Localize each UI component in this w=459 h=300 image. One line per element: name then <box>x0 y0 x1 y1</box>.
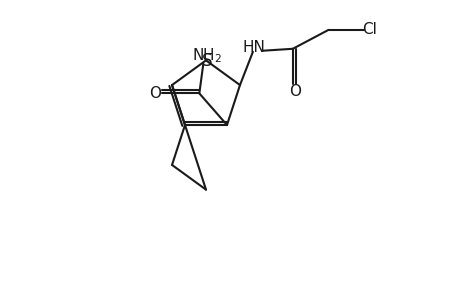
Text: NH$_2$: NH$_2$ <box>192 46 222 65</box>
Text: Cl: Cl <box>361 22 376 38</box>
Text: O: O <box>288 84 300 99</box>
Text: HN: HN <box>242 40 265 55</box>
Text: O: O <box>149 86 161 101</box>
Text: S: S <box>202 52 212 70</box>
